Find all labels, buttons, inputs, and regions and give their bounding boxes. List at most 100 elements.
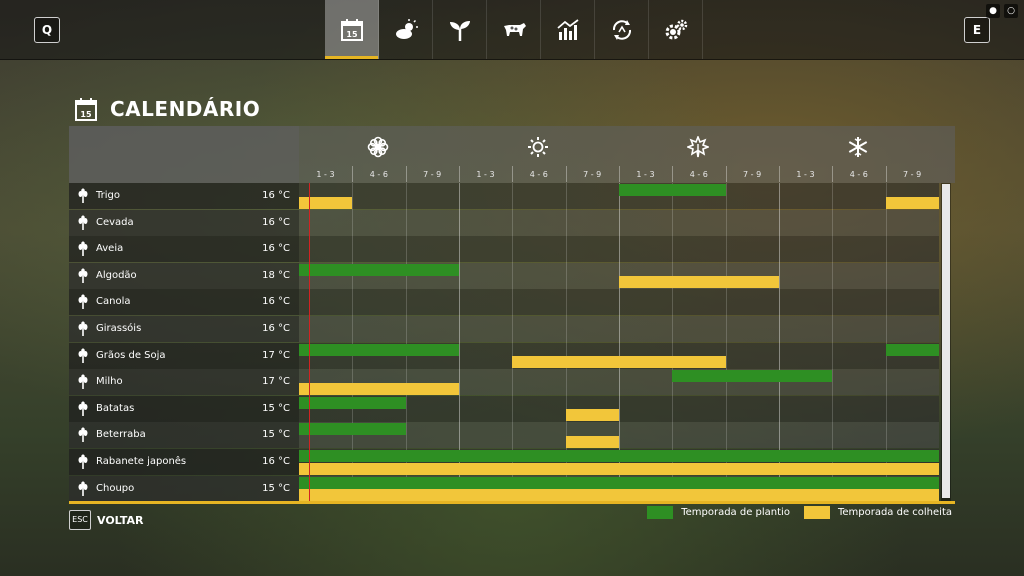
month-separator: [565, 166, 567, 182]
month-label: 4 - 6: [529, 170, 548, 179]
crop-row[interactable]: Trigo 16 °C: [69, 183, 939, 209]
month-divider: [352, 183, 354, 504]
cotton-icon: [78, 268, 88, 283]
crop-name: Algodão: [96, 269, 137, 281]
legend-harvest-swatch: [803, 506, 830, 519]
month-label: 1 - 3: [316, 170, 335, 179]
crop-label-cell: Algodão 18 °C: [69, 262, 299, 289]
winter-snowflake-icon: [848, 137, 868, 157]
crop-name: Aveia: [96, 243, 124, 255]
summer-sun-icon: [528, 137, 548, 157]
planting-season-bar: [299, 263, 459, 276]
crop-row[interactable]: Batatas 15 °C: [69, 395, 939, 422]
system-tray: ● ○: [986, 4, 1018, 18]
gears-icon: [665, 19, 687, 39]
tab-weather[interactable]: [379, 0, 433, 59]
planting-season-bar: [299, 450, 939, 462]
crop-label-cell: Rabanete japonês 16 °C: [69, 449, 299, 475]
back-label: VOLTAR: [97, 513, 144, 527]
chart-icon: [556, 18, 579, 40]
month-divider: [832, 183, 834, 504]
prev-page-key[interactable]: Q: [34, 17, 60, 43]
next-page-key[interactable]: E: [964, 17, 990, 43]
crop-label-cell: Grãos de Soja 17 °C: [69, 342, 299, 369]
crop-name: Grãos de Soja: [96, 349, 166, 361]
season-divider: [618, 183, 620, 504]
harvest-season-bar: [299, 489, 939, 502]
tab-settings[interactable]: [649, 0, 703, 59]
crop-column-header: [69, 126, 299, 183]
back-button[interactable]: ESC VOLTAR: [69, 510, 144, 530]
month-label: 4 - 6: [369, 170, 388, 179]
month-label: 7 - 9: [423, 170, 442, 179]
planting-season-bar: [299, 423, 406, 436]
crop-temperature: 15 °C: [262, 402, 290, 414]
crop-name: Trigo: [96, 190, 120, 201]
month-separator: [352, 166, 354, 182]
month-label: 7 - 9: [743, 170, 762, 179]
month-divider: [405, 183, 407, 504]
harvest-season-bar: [565, 435, 619, 448]
crop-label-cell: Trigo 16 °C: [69, 183, 299, 209]
panel-bottom-accent: [69, 501, 955, 504]
crop-temperature: 16 °C: [262, 296, 290, 308]
month-label: 7 - 9: [583, 170, 602, 179]
crop-row[interactable]: Girassóis 16 °C: [69, 316, 939, 342]
month-label: 4 - 6: [849, 170, 868, 179]
month-label: 4 - 6: [689, 170, 708, 179]
top-bar: Q 15: [0, 0, 1024, 60]
planting-season-bar: [618, 184, 726, 196]
harvest-season-bar: [299, 462, 939, 475]
crop-temperature: 18 °C: [262, 269, 290, 281]
crop-name: Canola: [96, 296, 131, 308]
tab-bar: 15: [325, 0, 703, 59]
calendar-icon: 15: [75, 98, 97, 121]
month-divider: [725, 183, 727, 504]
harvest-season-bar: [885, 196, 939, 209]
month-separator: [885, 166, 887, 182]
month-label: 1 - 3: [476, 170, 495, 179]
sync-icon: ○: [1004, 4, 1018, 18]
legend-plant-swatch: [647, 506, 674, 519]
scrollbar-thumb[interactable]: [942, 184, 950, 498]
tab-crops[interactable]: [433, 0, 487, 59]
tab-animals[interactable]: [487, 0, 541, 59]
season-divider: [458, 183, 460, 504]
cycle-icon: [612, 19, 631, 40]
crop-temperature: 16 °C: [262, 456, 290, 467]
crop-timeline: [299, 289, 939, 316]
planting-season-bar: [299, 396, 406, 409]
weather-icon: [395, 18, 418, 39]
crop-name: Rabanete japonês: [96, 456, 187, 467]
crop-row[interactable]: Cevada 16 °C: [69, 209, 939, 236]
planting-season-bar: [299, 343, 459, 356]
oat-icon: [78, 241, 88, 257]
tab-statistics[interactable]: [541, 0, 595, 59]
planting-season-bar: [299, 476, 939, 489]
crop-label-cell: Milho 17 °C: [69, 369, 299, 396]
crop-row[interactable]: Canola 16 °C: [69, 289, 939, 316]
tab-calendar[interactable]: 15: [325, 0, 379, 59]
tab-cycle[interactable]: [595, 0, 649, 59]
crop-label-cell: Cevada 16 °C: [69, 209, 299, 236]
month-separator: [405, 166, 407, 182]
poplar-icon: [78, 480, 88, 496]
harvest-season-bar: [565, 409, 619, 422]
harvest-season-bar: [618, 276, 779, 289]
crop-label-cell: Choupo 15 °C: [69, 475, 299, 502]
crop-row[interactable]: Algodão 18 °C: [69, 262, 939, 289]
sprout-icon: [449, 20, 470, 41]
month-separator: [832, 166, 834, 182]
legend-harvest-label: Temporada de colheita: [837, 507, 952, 518]
month-separator: [725, 166, 727, 182]
crop-name: Choupo: [96, 482, 135, 494]
crop-name: Milho: [96, 376, 123, 388]
crop-timeline: [299, 422, 939, 449]
crop-row[interactable]: Grãos de Soja 17 °C: [69, 342, 939, 369]
crop-row[interactable]: Aveia 16 °C: [69, 236, 939, 263]
potato-icon: [78, 401, 88, 416]
month-divider: [885, 183, 887, 504]
beet-icon: [78, 427, 88, 443]
crop-row[interactable]: Beterraba 15 °C: [69, 422, 939, 449]
microphone-icon: ●: [986, 4, 1000, 18]
